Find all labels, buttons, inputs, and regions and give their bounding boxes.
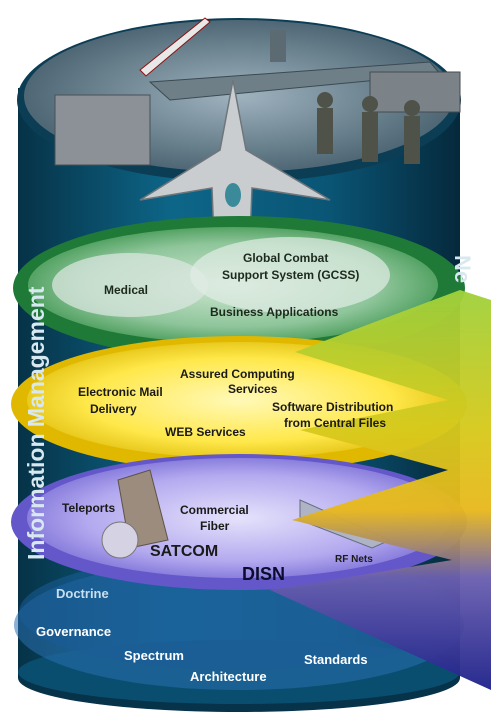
transport-layer	[11, 454, 467, 590]
label-assured-line1: Assured Computing	[180, 367, 295, 381]
label-gcss-line1: Global Combat	[243, 251, 328, 265]
label-software-line2: from Central Files	[284, 416, 386, 430]
label-disn: DISN	[242, 564, 285, 584]
applications-layer	[13, 216, 465, 360]
globe-icon	[101, 521, 139, 559]
label-standards: Standards	[304, 652, 368, 667]
label-business: Business Applications	[210, 305, 339, 319]
soldiers-icon	[317, 92, 420, 164]
label-doctrine: Doctrine	[56, 586, 109, 601]
label-teleports: Teleports	[62, 501, 115, 515]
label-assured-line2: Services	[228, 382, 278, 396]
label-fiber-line1: Commercial	[180, 503, 249, 517]
label-web: WEB Services	[165, 425, 246, 439]
label-spectrum: Spectrum	[124, 648, 184, 663]
right-label: Ne	[450, 255, 475, 283]
label-rf-nets: RF Nets	[335, 554, 373, 565]
label-gcss-line2: Support System (GCSS)	[222, 268, 359, 282]
label-satcom: SATCOM	[150, 543, 218, 560]
label-email-line2: Delivery	[90, 402, 137, 416]
missile-icon	[139, 17, 211, 77]
arrow-shape	[270, 290, 491, 690]
label-architecture: Architecture	[190, 669, 267, 684]
label-software-line1: Software Distribution	[272, 400, 393, 414]
side-label: Information Management	[23, 286, 49, 560]
top-scene	[17, 17, 461, 242]
launcher-icon	[54, 94, 151, 166]
label-governance: Governance	[36, 624, 111, 639]
label-medical: Medical	[104, 283, 148, 297]
label-email-line1: Electronic Mail	[78, 385, 163, 399]
label-fiber-line2: Fiber	[200, 519, 230, 533]
